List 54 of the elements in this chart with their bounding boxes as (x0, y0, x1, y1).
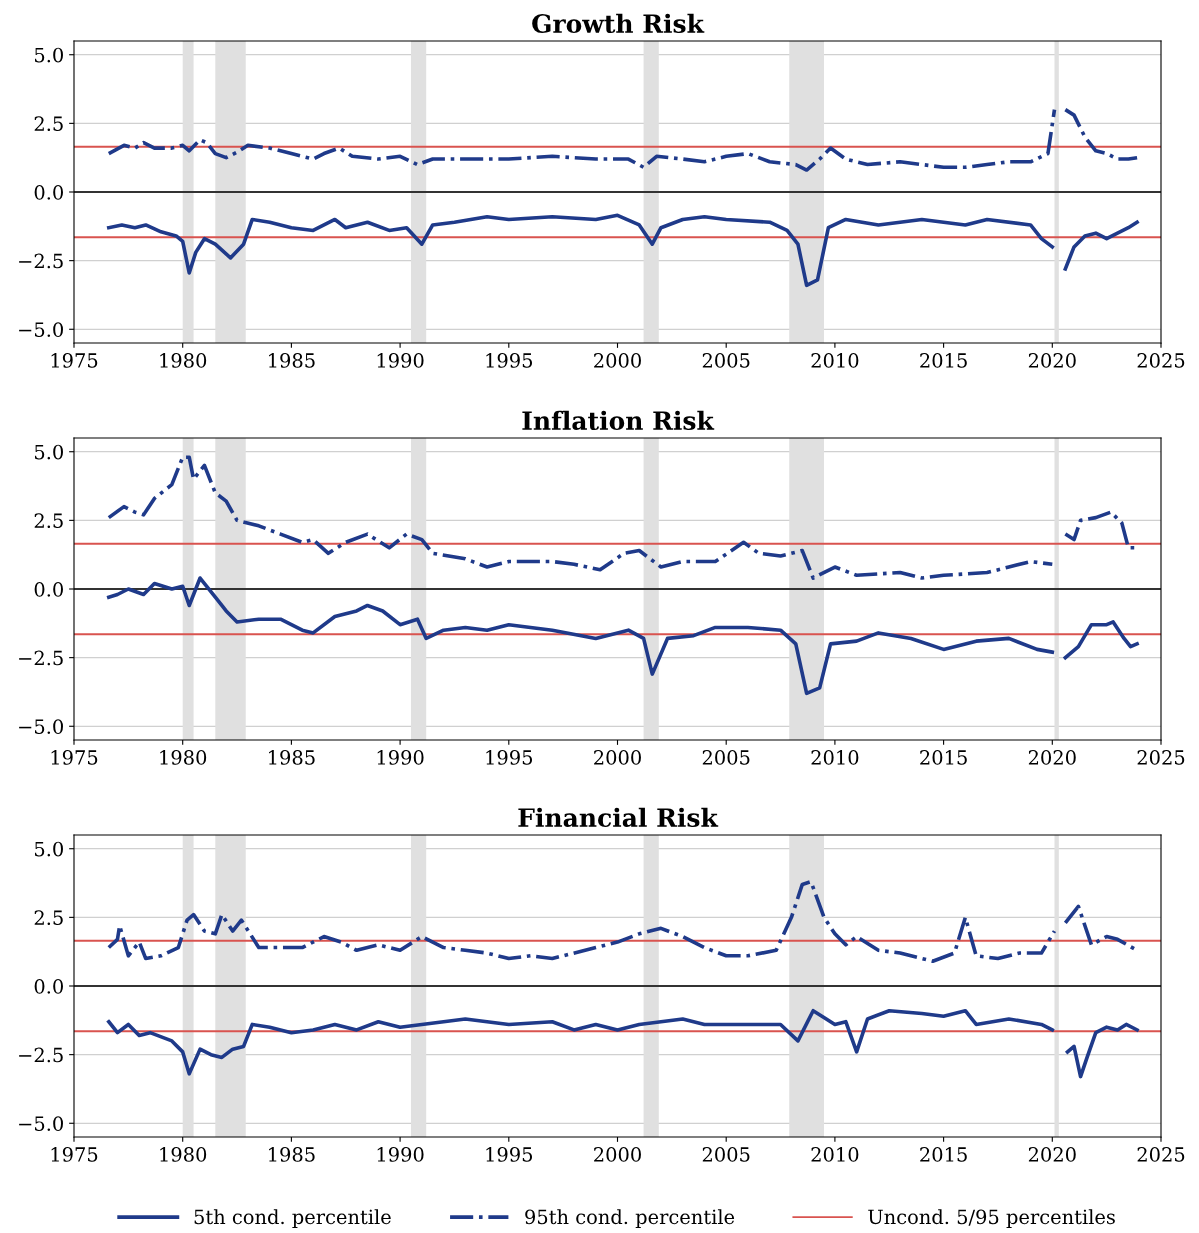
x-tick-label: 1980 (160, 750, 207, 765)
x-tick-label: 2015 (920, 750, 967, 765)
x-tick-label: 1995 (486, 750, 533, 765)
y-tick-label: 2.5 (34, 116, 63, 132)
x-tick-label: 2025 (1137, 1147, 1185, 1162)
y-tick-label: −2.5 (19, 1047, 63, 1063)
x-tick-label: 1995 (486, 1147, 533, 1162)
y-tick-label: −5.0 (19, 719, 63, 734)
legend-label: 95th cond. percentile (525, 1209, 735, 1228)
x-tick-label: 1975 (51, 353, 98, 368)
y-tick-label: −2.5 (19, 253, 63, 269)
x-tick-label: 2020 (1028, 353, 1076, 368)
x-tick-label: 2000 (594, 750, 641, 765)
x-tick-label: 2005 (702, 1147, 750, 1162)
y-tick-label: 0.0 (34, 184, 63, 200)
y-tick-label: −5.0 (19, 322, 63, 337)
x-tick-label: 2010 (811, 1147, 859, 1162)
x-tick-label: 2010 (811, 353, 859, 368)
y-tick-label: 2.5 (34, 513, 63, 529)
x-tick-label: 1985 (269, 353, 315, 368)
x-tick-label: 1985 (269, 1147, 315, 1162)
chart-title: Growth Risk (532, 13, 705, 34)
x-tick-label: 1990 (377, 750, 424, 765)
x-tick-label: 2015 (920, 1147, 967, 1162)
y-tick-label: 5.0 (35, 841, 63, 857)
x-tick-label: 2010 (811, 750, 859, 765)
y-tick-label: 5.0 (35, 444, 63, 460)
x-tick-label: 2020 (1028, 1147, 1076, 1162)
chart-title: Financial Risk (518, 807, 719, 828)
x-tick-label: 1980 (160, 353, 207, 368)
x-tick-label: 1990 (377, 353, 424, 368)
y-tick-label: 0.0 (34, 978, 63, 994)
x-tick-label: 1980 (160, 1147, 207, 1162)
x-tick-label: 1995 (486, 353, 533, 368)
x-tick-label: 1990 (377, 1147, 424, 1162)
x-tick-label: 2000 (594, 353, 641, 368)
x-tick-label: 2015 (920, 353, 967, 368)
x-tick-label: 2005 (702, 750, 750, 765)
x-tick-label: 2025 (1137, 750, 1185, 765)
y-tick-label: 5.0 (35, 47, 63, 63)
x-tick-label: 1975 (51, 1147, 98, 1162)
x-tick-label: 2000 (594, 1147, 641, 1162)
y-tick-label: 0.0 (34, 581, 63, 597)
chart-title: Inflation Risk (522, 410, 715, 431)
legend-label: 5th cond. percentile (194, 1209, 391, 1228)
y-tick-label: 2.5 (34, 910, 63, 926)
x-tick-label: 1975 (51, 750, 98, 765)
x-tick-label: 1985 (269, 750, 315, 765)
y-tick-label: −2.5 (19, 650, 63, 666)
x-tick-label: 2020 (1028, 750, 1076, 765)
x-tick-label: 2005 (702, 353, 750, 368)
x-tick-label: 2025 (1137, 353, 1185, 368)
legend-label: Uncond. 5/95 percentiles (868, 1209, 1115, 1228)
y-tick-label: −5.0 (19, 1116, 63, 1131)
